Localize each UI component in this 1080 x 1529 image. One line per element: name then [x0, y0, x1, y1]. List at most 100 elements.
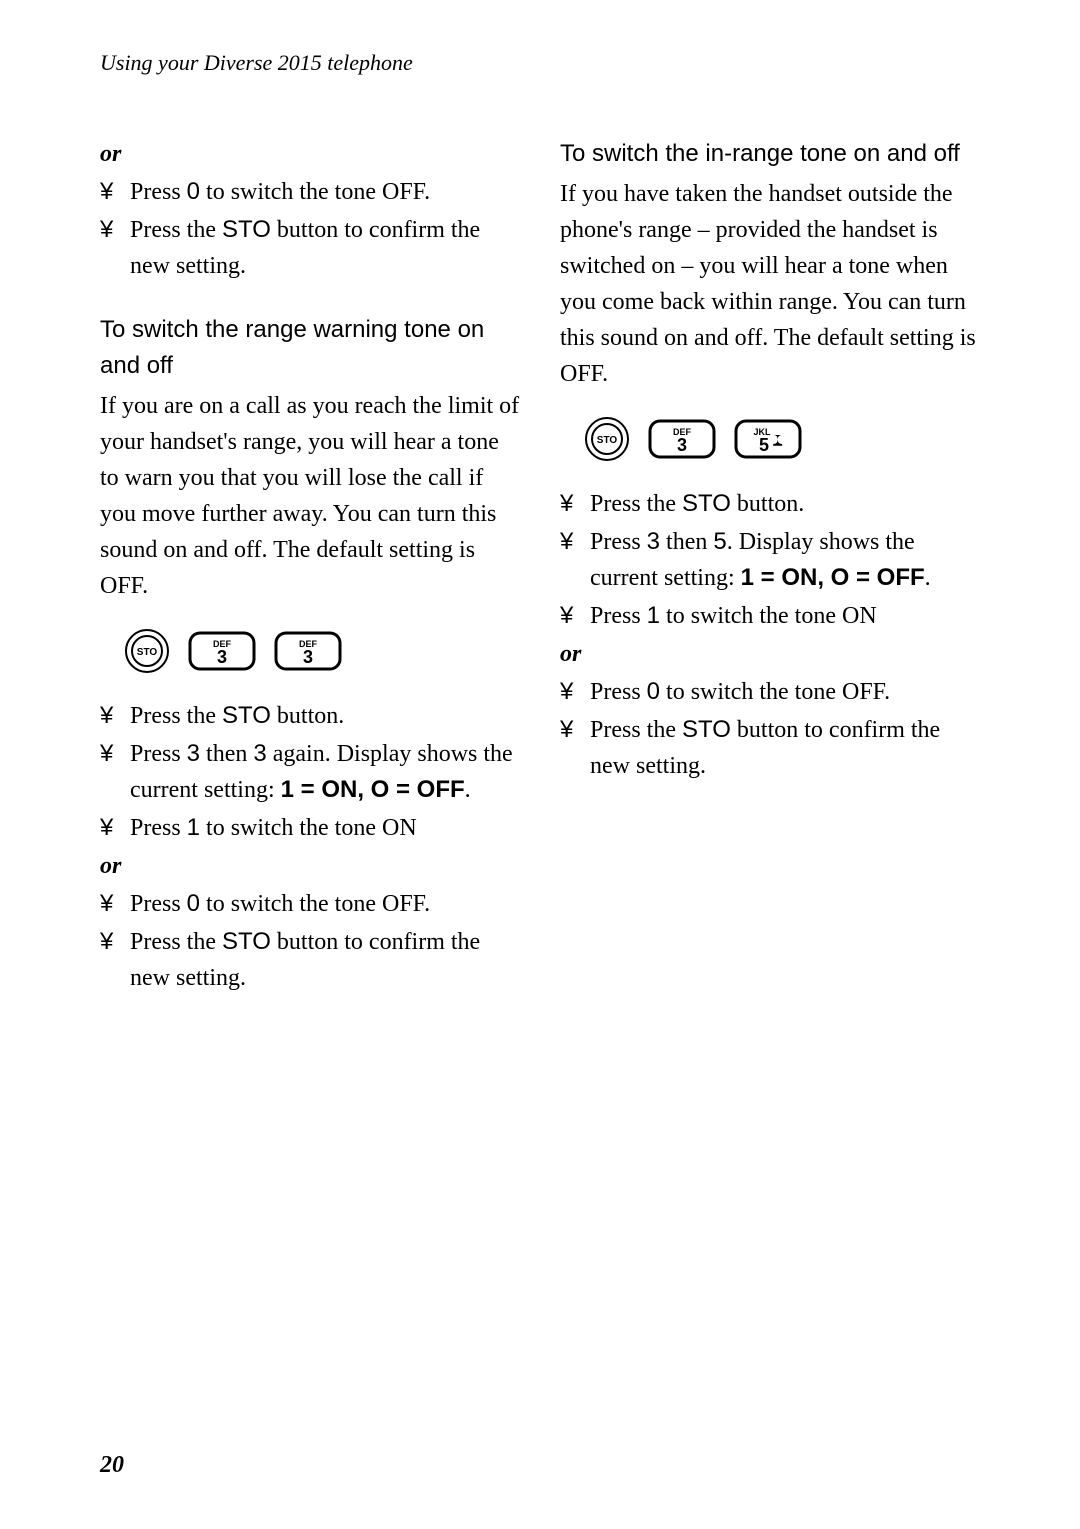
text: to switch the tone OFF.: [200, 179, 430, 205]
bullet-text: Press 1 to switch the tone ON: [130, 810, 520, 846]
bullet-marker: ¥: [560, 598, 590, 634]
bullet-marker: ¥: [100, 698, 130, 734]
text: Press the: [130, 703, 222, 729]
text: Press: [130, 815, 187, 841]
bullet-marker: ¥: [560, 712, 590, 784]
text: Press the: [130, 929, 222, 955]
text: to switch the tone ON: [200, 815, 417, 841]
text: Press the: [130, 217, 222, 243]
key-label: 0: [187, 890, 200, 917]
or-text: or: [100, 136, 520, 172]
text: button.: [271, 703, 344, 729]
paragraph: If you have taken the handset outside th…: [560, 176, 980, 392]
text: Press: [130, 179, 187, 205]
bullet-item: ¥ Press 0 to switch the tone OFF.: [100, 174, 520, 210]
bullet-item: ¥ Press 1 to switch the tone ON: [100, 810, 520, 846]
sto-button-icon: STO: [584, 416, 630, 462]
left-column: or ¥ Press 0 to switch the tone OFF. ¥ P…: [100, 136, 520, 998]
bullet-item: ¥ Press 3 then 5. Display shows the curr…: [560, 524, 980, 596]
text: then: [660, 529, 713, 555]
bullet-text: Press 1 to switch the tone ON: [590, 598, 980, 634]
text: to switch the tone OFF.: [660, 679, 890, 705]
text: then: [200, 741, 253, 767]
svg-text:3: 3: [303, 647, 313, 667]
svg-text:3: 3: [677, 435, 687, 455]
bullet-text: Press 0 to switch the tone OFF.: [130, 174, 520, 210]
text: Press the: [590, 717, 682, 743]
bullet-text: Press 3 then 3 again. Display shows the …: [130, 736, 520, 808]
key-label: 1: [647, 602, 660, 629]
bold-text: 1 = ON, O = OFF: [741, 564, 925, 591]
bullet-marker: ¥: [100, 886, 130, 922]
key-label: 3: [253, 740, 266, 767]
bullet-marker: ¥: [100, 924, 130, 996]
page-header: Using your Diverse 2015 telephone: [100, 50, 990, 76]
bullet-item: ¥ Press the STO button to confirm the ne…: [100, 924, 520, 996]
svg-text:STO: STO: [137, 647, 158, 658]
svg-text:5: 5: [759, 435, 769, 455]
bullet-marker: ¥: [100, 736, 130, 808]
or-text: or: [100, 848, 520, 884]
text: .: [925, 565, 931, 591]
text: button.: [731, 491, 804, 517]
bullet-item: ¥ Press 3 then 3 again. Display shows th…: [100, 736, 520, 808]
bullet-item: ¥ Press the STO button to confirm the ne…: [100, 212, 520, 284]
key-label: 0: [647, 678, 660, 705]
right-column: To switch the in-range tone on and off I…: [560, 136, 980, 998]
bullet-marker: ¥: [560, 674, 590, 710]
bullet-item: ¥ Press the STO button to confirm the ne…: [560, 712, 980, 784]
bold-text: 1 = ON, O = OFF: [281, 776, 465, 803]
paragraph: If you are on a call as you reach the li…: [100, 388, 520, 604]
text: .: [465, 777, 471, 803]
or-text: or: [560, 636, 980, 672]
sto-button-icon: STO: [124, 628, 170, 674]
bullet-marker: ¥: [560, 524, 590, 596]
key-3-button-icon: DEF 3: [648, 419, 716, 459]
text: tone on and off: [793, 140, 959, 167]
bullet-item: ¥ Press the STO button.: [100, 698, 520, 734]
bullet-text: Press the STO button to confirm the new …: [130, 212, 520, 284]
key-label: 0: [187, 178, 200, 205]
key-label: STO: [222, 928, 271, 955]
key-label: STO: [682, 716, 731, 743]
svg-text:STO: STO: [597, 435, 618, 446]
key-label: 1: [187, 814, 200, 841]
bullet-text: Press 0 to switch the tone OFF.: [130, 886, 520, 922]
button-row: STO DEF 3 JKL 5: [584, 416, 980, 462]
bullet-text: Press 0 to switch the tone OFF.: [590, 674, 980, 710]
text: Press: [130, 741, 187, 767]
text: Press the: [590, 491, 682, 517]
page-number: 20: [100, 1452, 124, 1479]
key-3-button-icon: DEF 3: [188, 631, 256, 671]
key-label: 5: [713, 528, 726, 555]
bullet-item: ¥ Press the STO button.: [560, 486, 980, 522]
subheading: To switch the in-range tone on and off: [560, 136, 980, 172]
text: Press: [130, 891, 187, 917]
key-label: STO: [682, 490, 731, 517]
bullet-marker: ¥: [560, 486, 590, 522]
key-label: 3: [187, 740, 200, 767]
text: to switch the tone ON: [660, 603, 877, 629]
key-label: 3: [647, 528, 660, 555]
bullet-marker: ¥: [100, 212, 130, 284]
text: To switch the: [560, 140, 705, 167]
content-area: or ¥ Press 0 to switch the tone OFF. ¥ P…: [100, 136, 990, 998]
button-row: STO DEF 3 DEF 3: [124, 628, 520, 674]
text: Press: [590, 679, 647, 705]
bullet-item: ¥ Press 1 to switch the tone ON: [560, 598, 980, 634]
text: to switch the tone OFF.: [200, 891, 430, 917]
subheading: To switch the range warning tone on and …: [100, 312, 520, 384]
bullet-text: Press the STO button.: [130, 698, 520, 734]
svg-text:3: 3: [217, 647, 227, 667]
key-label: STO: [222, 216, 271, 243]
text: Press: [590, 603, 647, 629]
bullet-text: Press the STO button to confirm the new …: [130, 924, 520, 996]
text: To switch the: [100, 316, 245, 343]
bullet-text: Press the STO button to confirm the new …: [590, 712, 980, 784]
key-3-button-icon: DEF 3: [274, 631, 342, 671]
bullet-marker: ¥: [100, 810, 130, 846]
text: range warning: [245, 316, 397, 343]
bullet-item: ¥ Press 0 to switch the tone OFF.: [100, 886, 520, 922]
bullet-item: ¥ Press 0 to switch the tone OFF.: [560, 674, 980, 710]
key-label: STO: [222, 702, 271, 729]
